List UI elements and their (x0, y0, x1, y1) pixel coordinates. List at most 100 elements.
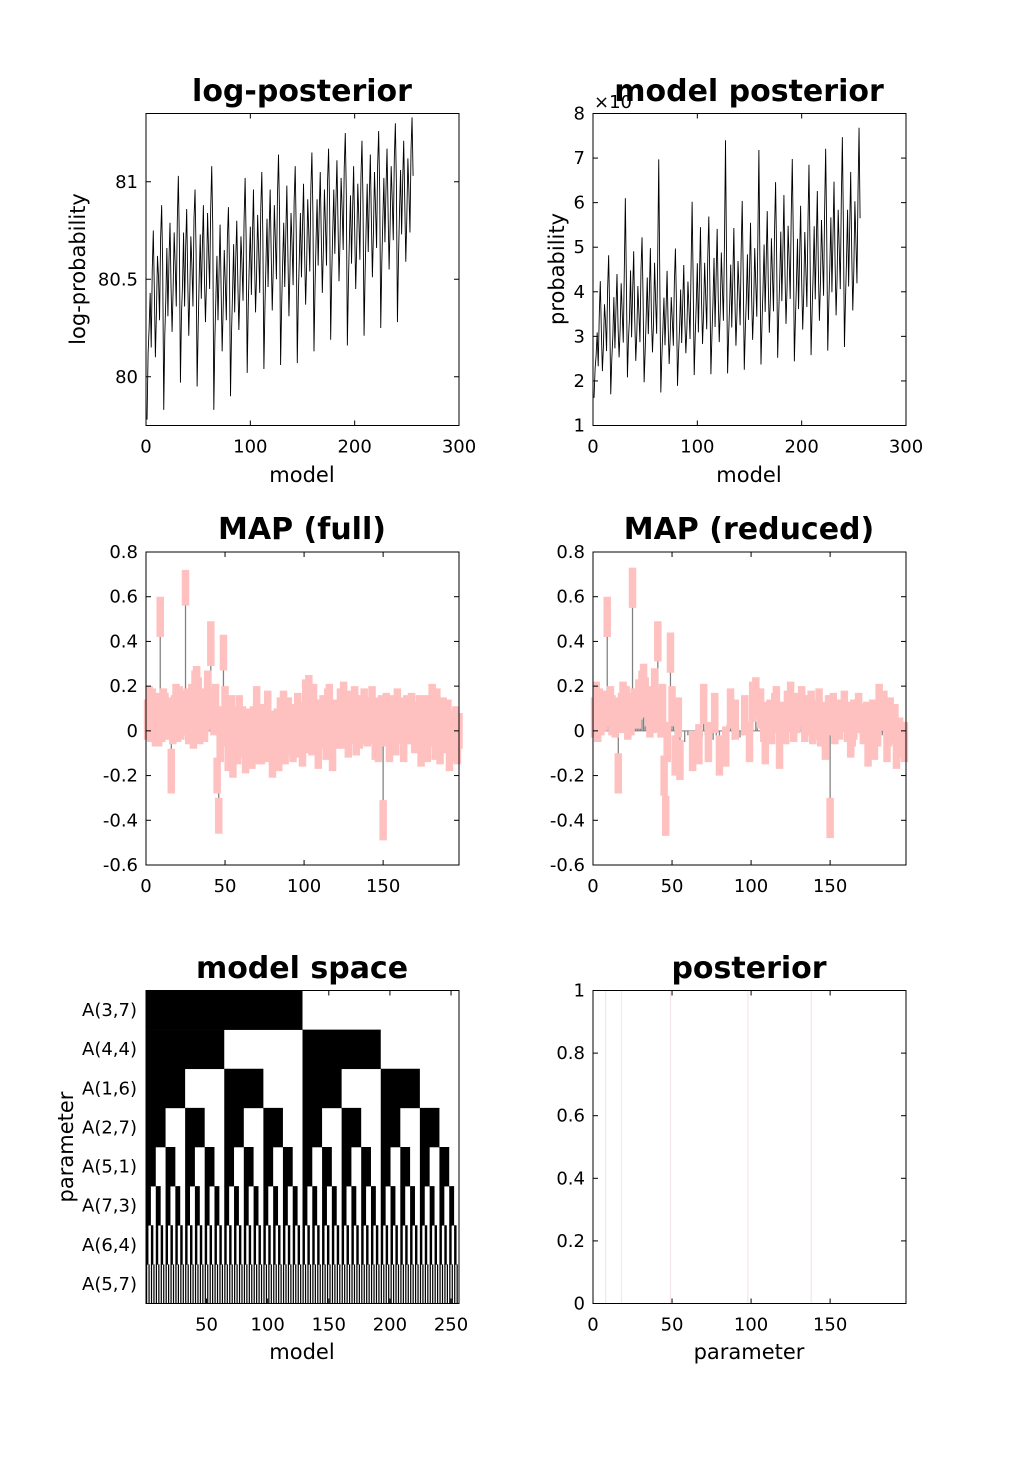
posterior-x-tick-label: 150 (813, 1315, 847, 1336)
log-posterior-x-tick-label: 300 (442, 437, 476, 458)
model-space-cell (185, 1186, 191, 1226)
model-space-cell (380, 1264, 382, 1304)
model-space-cell (165, 1264, 167, 1304)
model-space-cell (224, 1068, 264, 1109)
model-space-cell (155, 1225, 159, 1265)
model-space-cell (243, 1225, 247, 1265)
posterior-title: posterior (671, 951, 826, 986)
model-space-cell (258, 1264, 260, 1304)
model-space-cell (278, 1264, 280, 1304)
model-space-cell (334, 1264, 336, 1304)
map-reduced-y-tick-label: -0.6 (550, 855, 585, 876)
model-space-cell (380, 1225, 384, 1265)
map-reduced-y-tick-label: 0 (574, 721, 585, 742)
model-space-cell (165, 1186, 171, 1226)
model-space-cell (449, 1186, 455, 1226)
model-space-cell (348, 1264, 351, 1304)
model-space-cell (253, 1186, 259, 1226)
map-reduced-y-tick-label: -0.2 (550, 766, 585, 787)
model-space-x-tick-label: 200 (373, 1315, 407, 1336)
model-posterior-y-tick-label: 7 (574, 148, 585, 169)
model-space-x-tick-label: 50 (195, 1315, 218, 1336)
model-space-cell (214, 1264, 216, 1304)
model-posterior-y-tick-label: 2 (574, 371, 585, 392)
model-space-cell (366, 1264, 368, 1304)
model-space-cell (414, 1225, 418, 1265)
model-space-cell (238, 1264, 241, 1304)
model-space-cell (444, 1225, 447, 1265)
model-space-x-tick-label: 100 (250, 1315, 284, 1336)
map-full-y-tick-label: -0.4 (103, 810, 138, 831)
model-space-cell (155, 1186, 161, 1226)
model-space-cell (282, 1186, 288, 1226)
model-space-cell (273, 1225, 276, 1265)
model-space-cell (419, 1225, 423, 1265)
posterior-y-tick-label: 0.2 (556, 1231, 585, 1252)
model-space-cell (292, 1186, 298, 1226)
model-space-cell (302, 1264, 304, 1304)
model-space-cell (202, 1264, 204, 1304)
map-reduced-bar (829, 730, 831, 819)
model-space-cell (265, 1264, 268, 1304)
posterior-x-tick-label: 50 (661, 1315, 684, 1336)
model-space-cell (341, 1264, 343, 1304)
model-posterior-x-tick-label: 200 (784, 437, 818, 458)
model-space-cell (358, 1264, 360, 1304)
model-space-cell (241, 1264, 243, 1304)
model-space-cell (236, 1264, 238, 1304)
model-space-cell (258, 1225, 261, 1265)
model-space-cell (434, 1225, 437, 1265)
map-reduced-bar (756, 726, 759, 731)
model-space-cell (449, 1225, 452, 1265)
model-space-cell (263, 1186, 269, 1226)
map-reduced-y-tick-label: 0.2 (556, 676, 585, 697)
model-space-cell (194, 1225, 198, 1265)
model-space-cell (185, 1264, 187, 1304)
map-reduced-bar (635, 726, 637, 731)
model-space-cell (419, 1264, 422, 1304)
model-space-cell (302, 1147, 313, 1187)
model-space-axes-box (145, 990, 460, 1304)
model-space-cell (427, 1264, 429, 1304)
model-space-cell (263, 1147, 274, 1187)
model-space-ylabel: parameter (54, 1091, 78, 1202)
model-space-cell (329, 1264, 331, 1304)
model-space-cell (256, 1264, 258, 1304)
model-space-cell (395, 1225, 398, 1265)
model-space-cell (204, 1225, 208, 1265)
model-space-cell (400, 1225, 403, 1265)
model-space-cell (361, 1225, 364, 1265)
model-posterior-y-tick-label: 1 (574, 416, 585, 437)
model-space-cell (346, 1264, 348, 1304)
model-space-cell (429, 1264, 431, 1304)
model-space-cell (214, 1186, 220, 1226)
model-space-cell (304, 1264, 307, 1304)
model-space-cell (238, 1225, 242, 1265)
model-space-cell (180, 1264, 182, 1304)
model-space-cell (150, 1264, 153, 1304)
model-space-cell (356, 1225, 359, 1265)
model-space-cell (331, 1186, 337, 1226)
model-space-cell (319, 1264, 321, 1304)
model-space-cell (148, 1264, 150, 1304)
model-space-cell (221, 1264, 224, 1304)
model-space-cell (204, 1147, 215, 1187)
model-posterior-y-tick-label: 6 (574, 193, 585, 214)
model-space-cell (302, 1107, 323, 1148)
map-reduced-bar (631, 587, 634, 731)
model-space-cell (454, 1264, 456, 1304)
model-space-cell (424, 1225, 428, 1265)
map-reduced-panel: MAP (reduced) 0 50 100 150 -0.6 -0.4 -0.2 0 0.2 0… (550, 512, 909, 897)
map-full-bar (184, 587, 187, 731)
model-space-cell (331, 1225, 335, 1265)
model-space-cell (446, 1264, 448, 1304)
model-space-cell (273, 1264, 275, 1304)
model-posterior-title: model posterior (614, 74, 884, 109)
model-space-cell (209, 1264, 211, 1304)
model-space-cell (268, 1225, 271, 1265)
model-space-cell (341, 1147, 352, 1187)
model-space-cell (356, 1264, 358, 1304)
model-space-cell (219, 1264, 221, 1304)
log-posterior-x-tick-label: 100 (233, 437, 267, 458)
